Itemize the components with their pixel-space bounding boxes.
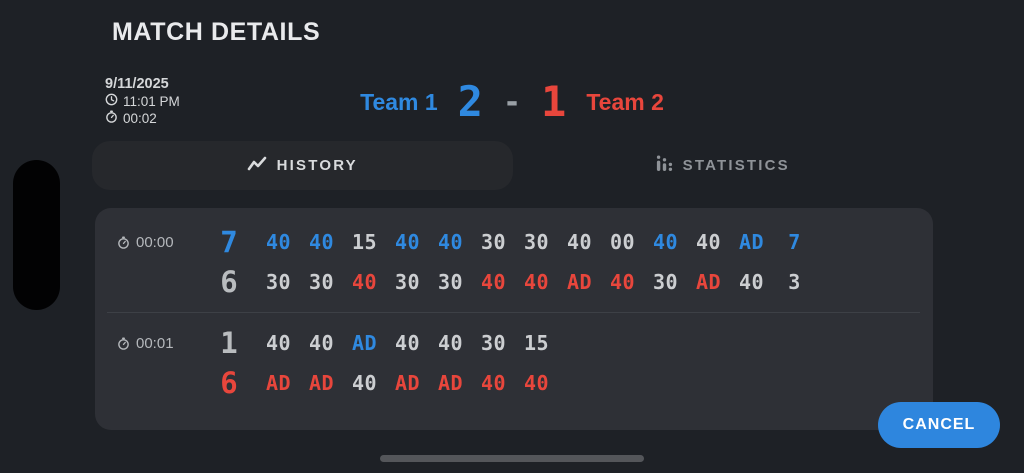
point-value: 30 — [480, 230, 507, 254]
point-value: 30 — [437, 270, 464, 294]
match-duration: 00:02 — [123, 111, 157, 126]
point-value: 00 — [609, 230, 636, 254]
point-value: 30 — [480, 331, 507, 355]
point-value: 40 — [308, 230, 335, 254]
point-value: 40 — [652, 230, 679, 254]
tab-history[interactable]: HISTORY — [92, 141, 513, 190]
camera-cutout — [13, 160, 60, 310]
page-title: MATCH DETAILS — [112, 18, 321, 46]
line-chart-icon — [247, 156, 267, 176]
point-value: AD — [394, 371, 421, 395]
point-value: 30 — [308, 270, 335, 294]
clock-icon — [105, 93, 118, 110]
points-row: AD AD 40 AD AD 40 40 — [265, 371, 550, 395]
point-value: 40 — [437, 331, 464, 355]
game-time-cell: 00:00 — [107, 234, 205, 251]
point-value: 40 — [394, 331, 421, 355]
history-list: 00:00 7 40 40 15 40 40 30 30 40 00 40 40 AD 7 6 30 30 40 30… — [95, 208, 933, 413]
stopwatch-icon — [118, 336, 129, 350]
point-value: 40 — [265, 230, 292, 254]
point-value: AD — [265, 371, 292, 395]
history-row: 6 30 30 40 30 30 40 40 AD 40 30 AD 40 3 — [107, 262, 920, 302]
point-value: 40 — [351, 371, 378, 395]
game-score: 6 — [220, 265, 238, 299]
game-score: 1 — [220, 326, 238, 360]
point-value: AD — [566, 270, 593, 294]
game-time: 00:01 — [136, 334, 174, 352]
point-value: 40 — [738, 270, 765, 294]
point-value: 30 — [523, 230, 550, 254]
stopwatch-icon — [118, 235, 129, 249]
point-value: 40 — [437, 230, 464, 254]
history-row: 6 AD AD 40 AD AD 40 40 — [107, 363, 920, 403]
history-panel: 00:00 7 40 40 15 40 40 30 30 40 00 40 40 AD 7 6 30 30 40 30… — [95, 208, 933, 430]
tab-bar: HISTORY STATISTICS — [92, 141, 933, 190]
point-value: 3 — [788, 270, 801, 294]
score-separator: - — [502, 84, 522, 120]
horizontal-scrollbar[interactable] — [380, 455, 644, 462]
points-row: 40 40 15 40 40 30 30 40 00 40 40 AD 7 — [265, 230, 808, 254]
scoreboard: Team 1 2 - 1 Team 2 — [0, 74, 1024, 130]
point-value: 40 — [308, 331, 335, 355]
point-value: 40 — [523, 371, 550, 395]
tab-history-label: HISTORY — [276, 157, 358, 174]
point-value: 30 — [265, 270, 292, 294]
tab-statistics[interactable]: STATISTICS — [513, 141, 934, 190]
team2-name: Team 2 — [586, 88, 664, 115]
history-row: 00:01 1 40 40 AD 40 40 30 15 — [107, 323, 920, 363]
match-meta: 9/11/2025 11:01 PM 00:02 — [105, 76, 180, 127]
point-value: AD — [437, 371, 464, 395]
point-value: 40 — [609, 270, 636, 294]
point-value: AD — [695, 270, 722, 294]
match-time-row: 11:01 PM — [105, 93, 180, 110]
point-value: 40 — [480, 371, 507, 395]
points-row: 30 30 40 30 30 40 40 AD 40 30 AD 40 3 — [265, 270, 808, 294]
point-value: 30 — [652, 270, 679, 294]
tab-statistics-label: STATISTICS — [682, 157, 790, 174]
point-value: AD — [351, 331, 378, 355]
team1-name: Team 1 — [360, 88, 438, 115]
point-value: 40 — [265, 331, 292, 355]
game-time-cell: 00:01 — [107, 335, 205, 352]
cancel-button[interactable]: CANCEL — [878, 402, 1000, 448]
point-value: 15 — [351, 230, 378, 254]
game-time: 00:00 — [136, 233, 174, 251]
stopwatch-icon — [105, 110, 118, 127]
match-date: 9/11/2025 — [105, 76, 169, 92]
point-value: 15 — [523, 331, 550, 355]
points-row: 40 40 AD 40 40 30 15 — [265, 331, 550, 355]
game-score: 6 — [220, 366, 238, 400]
point-value: 40 — [394, 230, 421, 254]
bar-chart-icon — [656, 155, 673, 176]
match-duration-row: 00:02 — [105, 110, 180, 127]
match-time: 11:01 PM — [123, 94, 180, 109]
point-value: 40 — [566, 230, 593, 254]
point-value: 30 — [394, 270, 421, 294]
point-value: 40 — [480, 270, 507, 294]
point-value: 40 — [695, 230, 722, 254]
history-game: 00:00 7 40 40 15 40 40 30 30 40 00 40 40 AD 7 6 30 30 40 30… — [107, 220, 920, 312]
point-value: AD — [738, 230, 765, 254]
history-game: 00:01 1 40 40 AD 40 40 30 15 6 AD AD 40 AD AD 40 40 — [107, 312, 920, 413]
team1-score: 2 — [457, 77, 483, 126]
point-value: 7 — [788, 230, 801, 254]
point-value: 40 — [523, 270, 550, 294]
team2-score: 1 — [541, 77, 567, 126]
point-value: 40 — [351, 270, 378, 294]
point-value: AD — [308, 371, 335, 395]
history-row: 00:00 7 40 40 15 40 40 30 30 40 00 40 40 AD 7 — [107, 222, 920, 262]
game-score: 7 — [220, 225, 238, 259]
